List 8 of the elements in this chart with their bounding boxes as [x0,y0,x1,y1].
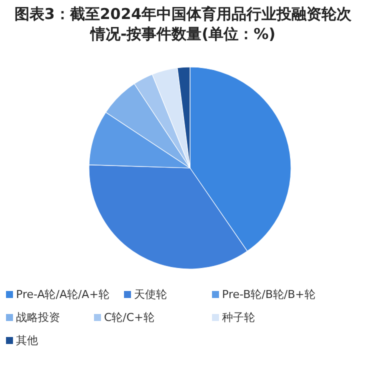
chart-title: 图表3：截至2024年中国体育用品行业投融资轮次情况-按事件数量(单位：%) [13,4,353,44]
legend-label: Pre-B轮/B轮/B+轮 [222,287,316,302]
legend-label: 其他 [16,333,38,348]
legend-label: 天使轮 [134,287,167,302]
legend-label: 战略投资 [16,310,60,325]
legend-label: 种子轮 [222,310,255,325]
legend-label: Pre-A轮/A轮/A+轮 [16,287,110,302]
legend-label: C轮/C+轮 [104,310,154,325]
